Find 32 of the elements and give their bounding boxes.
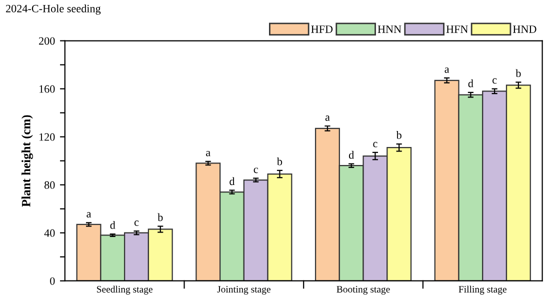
data-label: c [254,168,258,174]
data-label: b [158,213,163,222]
legend-label: HND [512,26,536,33]
data-label: a [86,212,92,218]
legend-label: HFD [311,26,333,33]
data-label: c [134,220,139,226]
data-label: b [276,157,282,166]
data-label: b [396,131,402,139]
data-label: c [373,142,378,148]
y-axis-title: Plant height (cm) [22,115,33,207]
y-tick-label: 0 [50,277,55,285]
y-tick-label: 80 [44,181,55,189]
data-label: c [492,78,497,84]
x-tick-label: Booting stage [336,286,390,295]
y-tick-label: 160 [39,85,55,93]
data-label: d [230,177,235,186]
data-label: d [348,150,354,159]
y-tick-label: 120 [39,133,55,141]
data-label: b [516,69,521,78]
x-tick-label: Seedling stage [97,286,152,295]
legend-label: HFN [446,26,468,33]
data-label: a [325,116,330,121]
x-tick-label: Filling stage [458,286,506,295]
y-tick-label: 200 [39,37,55,45]
data-label: d [110,221,116,229]
data-label: a [206,150,210,156]
data-label: a [444,68,450,73]
data-label: d [468,79,474,88]
x-tick-label: Jointing stage [217,286,270,295]
y-tick-label: 40 [44,229,55,237]
chart-title: 2024-C-Hole seeding [6,4,101,15]
legend-label: HNN [378,26,402,33]
